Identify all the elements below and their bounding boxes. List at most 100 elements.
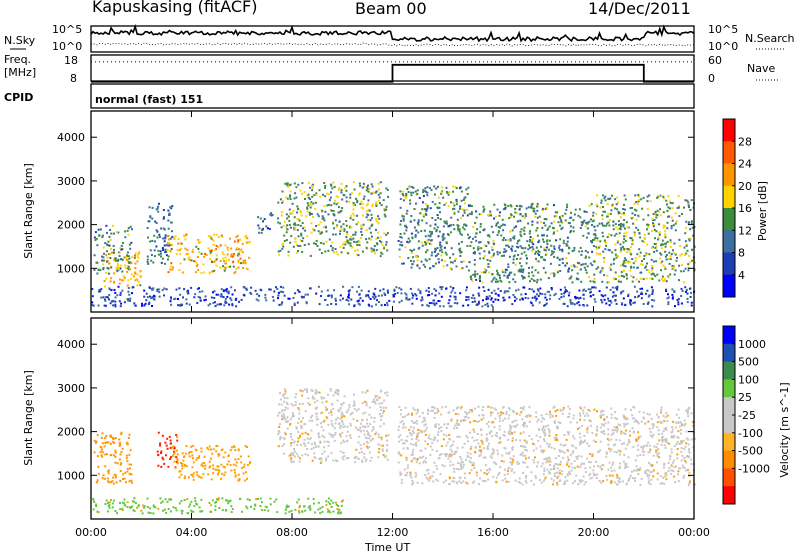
data-pixel bbox=[461, 191, 463, 193]
data-pixel bbox=[295, 224, 297, 226]
data-pixel bbox=[362, 412, 364, 414]
data-pixel bbox=[602, 414, 604, 416]
data-pixel bbox=[352, 238, 354, 240]
data-pixel bbox=[198, 251, 200, 253]
data-pixel bbox=[560, 289, 562, 291]
data-pixel bbox=[593, 286, 595, 288]
data-pixel bbox=[234, 469, 236, 471]
noise-left-tick-top: 10^5 bbox=[52, 23, 82, 36]
data-pixel bbox=[623, 224, 625, 226]
data-pixel bbox=[295, 197, 297, 199]
data-pixel bbox=[637, 229, 639, 231]
data-pixel bbox=[353, 202, 355, 204]
y-tick-label: 2000 bbox=[57, 219, 85, 232]
data-pixel bbox=[528, 267, 530, 269]
data-pixel bbox=[491, 304, 493, 306]
data-pixel bbox=[101, 259, 103, 261]
data-pixel bbox=[596, 268, 598, 270]
data-pixel bbox=[163, 209, 165, 211]
data-pixel bbox=[612, 464, 614, 466]
data-pixel bbox=[332, 234, 334, 236]
data-pixel bbox=[333, 289, 335, 291]
data-pixel bbox=[319, 249, 321, 251]
data-pixel bbox=[646, 278, 648, 280]
data-pixel bbox=[534, 297, 536, 299]
data-pixel bbox=[380, 236, 382, 238]
data-pixel bbox=[524, 455, 526, 457]
data-pixel bbox=[579, 304, 581, 306]
data-pixel bbox=[110, 302, 112, 304]
data-pixel bbox=[452, 253, 454, 255]
data-pixel bbox=[543, 241, 545, 243]
data-pixel bbox=[551, 447, 553, 449]
data-pixel bbox=[600, 482, 602, 484]
data-pixel bbox=[257, 216, 259, 218]
data-pixel bbox=[555, 463, 557, 465]
data-pixel bbox=[165, 234, 167, 236]
data-pixel bbox=[366, 229, 368, 231]
data-pixel bbox=[437, 408, 439, 410]
data-pixel bbox=[104, 465, 106, 467]
data-pixel bbox=[548, 446, 550, 448]
data-pixel bbox=[435, 302, 437, 304]
data-pixel bbox=[114, 289, 116, 291]
data-pixel bbox=[441, 259, 443, 261]
data-pixel bbox=[172, 455, 174, 457]
data-pixel bbox=[292, 412, 294, 414]
data-pixel bbox=[324, 185, 326, 187]
data-pixel bbox=[171, 244, 173, 246]
data-pixel bbox=[669, 273, 671, 275]
data-pixel bbox=[515, 226, 517, 228]
data-pixel bbox=[283, 225, 285, 227]
data-pixel bbox=[651, 293, 653, 295]
data-pixel bbox=[687, 415, 689, 417]
data-pixel bbox=[358, 286, 360, 288]
data-pixel bbox=[625, 259, 627, 261]
data-pixel bbox=[574, 266, 576, 268]
freq-trace bbox=[91, 62, 694, 82]
data-pixel bbox=[689, 452, 691, 454]
data-pixel bbox=[179, 470, 181, 472]
data-pixel bbox=[350, 299, 352, 301]
data-pixel bbox=[524, 217, 526, 219]
data-pixel bbox=[218, 472, 220, 474]
data-pixel bbox=[589, 205, 591, 207]
data-pixel bbox=[287, 255, 289, 257]
data-pixel bbox=[197, 269, 199, 271]
data-pixel bbox=[338, 189, 340, 191]
data-pixel bbox=[591, 251, 593, 253]
data-pixel bbox=[225, 257, 227, 259]
data-pixel bbox=[419, 462, 421, 464]
data-pixel bbox=[105, 272, 107, 274]
data-pixel bbox=[663, 430, 665, 432]
data-pixel bbox=[299, 435, 301, 437]
data-pixel bbox=[480, 213, 482, 215]
data-pixel bbox=[508, 481, 510, 483]
data-pixel bbox=[404, 416, 406, 418]
data-pixel bbox=[427, 473, 429, 475]
data-pixel bbox=[505, 269, 507, 271]
data-pixel bbox=[601, 294, 603, 296]
data-pixel bbox=[131, 292, 133, 294]
data-pixel bbox=[107, 257, 109, 259]
data-pixel bbox=[551, 478, 553, 480]
data-pixel bbox=[475, 279, 477, 281]
data-pixel bbox=[221, 473, 223, 475]
data-pixel bbox=[340, 425, 342, 427]
data-pixel bbox=[315, 446, 317, 448]
data-pixel bbox=[460, 468, 462, 470]
data-pixel bbox=[505, 239, 507, 241]
data-pixel bbox=[316, 416, 318, 418]
data-pixel bbox=[574, 460, 576, 462]
data-pixel bbox=[548, 431, 550, 433]
data-pixel bbox=[632, 242, 634, 244]
data-pixel bbox=[559, 249, 561, 251]
data-pixel bbox=[376, 249, 378, 251]
data-pixel bbox=[580, 281, 582, 283]
data-pixel bbox=[211, 249, 213, 251]
data-pixel bbox=[166, 445, 168, 447]
data-pixel bbox=[681, 460, 683, 462]
data-pixel bbox=[464, 419, 466, 421]
data-pixel bbox=[549, 430, 551, 432]
data-pixel bbox=[568, 252, 570, 254]
